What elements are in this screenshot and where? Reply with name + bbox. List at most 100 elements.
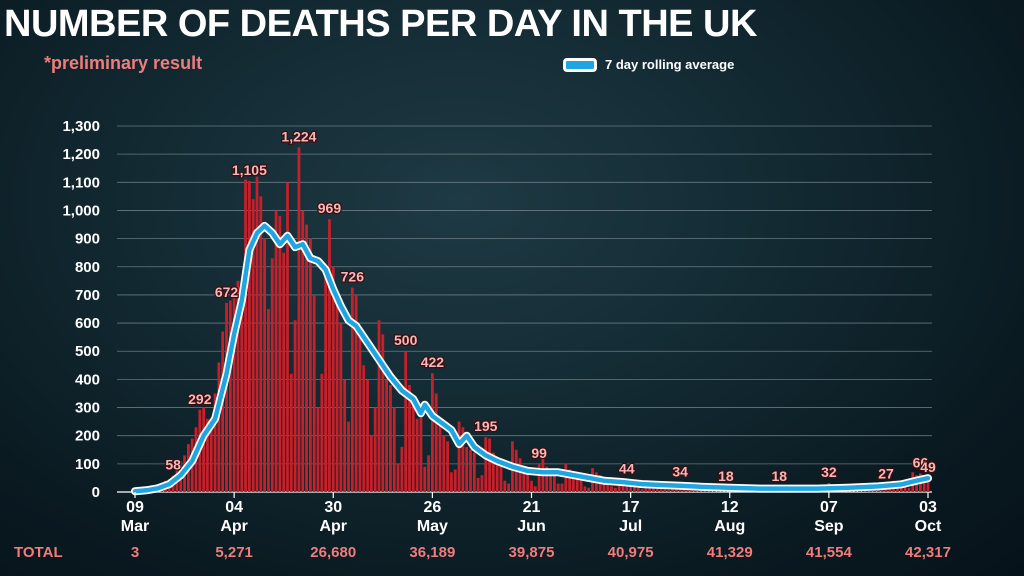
deaths-bar — [667, 489, 671, 492]
x-tick-month: Apr — [319, 518, 347, 535]
deaths-bar — [217, 362, 221, 492]
deaths-bar — [255, 176, 259, 492]
deaths-bar — [411, 399, 415, 492]
x-tick-day: 26 — [423, 499, 441, 516]
deaths-bar — [305, 224, 308, 493]
deaths-bar — [587, 487, 591, 492]
chart-legend: 7 day rolling average — [563, 57, 734, 72]
deaths-bar — [553, 469, 556, 492]
deaths-bar — [659, 486, 663, 492]
x-tick-month: Jul — [619, 518, 642, 535]
deaths-bar — [507, 483, 510, 492]
data-label: 18 — [772, 468, 788, 484]
deaths-bar — [240, 309, 244, 492]
deaths-bar — [335, 294, 339, 492]
data-label: 66 — [913, 454, 929, 470]
deaths-bar — [492, 452, 495, 492]
y-tick-label: 800 — [75, 259, 100, 276]
deaths-bar — [922, 475, 926, 492]
deaths-bar — [633, 483, 636, 492]
deaths-bar — [358, 337, 362, 492]
x-tick-month: May — [417, 518, 448, 535]
deaths-bar — [926, 478, 930, 492]
deaths-bar — [636, 487, 640, 492]
x-tick-month: Apr — [220, 518, 248, 535]
deaths-bar — [549, 472, 552, 492]
deaths-bar — [232, 294, 236, 492]
deaths-bar — [209, 430, 213, 492]
deaths-bar — [617, 480, 621, 492]
deaths-bar — [427, 455, 430, 492]
deaths-bar — [301, 210, 305, 492]
total-value: 36,189 — [409, 544, 455, 561]
data-label: 32 — [821, 464, 837, 480]
deaths-bar — [236, 280, 240, 492]
deaths-bar — [530, 480, 533, 492]
deaths-bar — [263, 238, 266, 492]
data-label: 49 — [920, 459, 936, 475]
deaths-bar — [533, 486, 537, 492]
y-tick-label: 300 — [75, 400, 100, 417]
deaths-bar — [461, 427, 465, 492]
data-label: 34 — [672, 463, 688, 479]
y-tick-label: 900 — [75, 231, 100, 248]
x-tick-month: Sep — [814, 518, 844, 535]
deaths-bar — [450, 472, 453, 492]
deaths-bar — [556, 483, 560, 492]
deaths-bar — [583, 486, 587, 492]
deaths-bar — [423, 466, 427, 492]
deaths-bar — [354, 294, 358, 492]
deaths-bar — [221, 331, 225, 492]
chart-subtitle: *preliminary result — [44, 53, 203, 73]
data-label: 27 — [878, 465, 894, 481]
deaths-bar — [690, 489, 693, 492]
data-label: 18 — [718, 468, 734, 484]
y-tick-label: 1,200 — [62, 146, 100, 163]
data-label: 969 — [318, 200, 342, 216]
data-label: 500 — [394, 332, 418, 348]
deaths-bar — [373, 407, 377, 492]
deaths-bar — [629, 483, 632, 492]
deaths-bar — [537, 464, 541, 492]
deaths-bar — [564, 463, 568, 492]
deaths-bar — [316, 407, 320, 492]
deaths-bar — [472, 452, 476, 492]
rolling-average-line — [132, 223, 931, 494]
deaths-bar — [270, 258, 274, 492]
deaths-bar — [480, 475, 484, 492]
data-label: 195 — [474, 418, 498, 434]
x-tick-month: Mar — [121, 518, 149, 535]
deaths-bar — [381, 334, 385, 492]
deaths-bar — [339, 323, 343, 492]
x-tick-day: 03 — [919, 499, 937, 516]
deaths-bar — [347, 421, 350, 492]
deaths-bar — [476, 477, 480, 492]
deaths-bar — [404, 351, 408, 492]
deaths-bar — [312, 294, 316, 492]
deaths-bar — [907, 487, 911, 492]
deaths-bar — [320, 373, 324, 492]
deaths-bar — [244, 179, 247, 492]
total-value: 40,975 — [608, 544, 654, 561]
deaths-bar — [453, 469, 457, 492]
deaths-bar — [225, 302, 228, 492]
x-tick-month: Aug — [714, 518, 745, 535]
deaths-bar — [419, 413, 423, 492]
deaths-bar — [309, 238, 312, 492]
deaths-bar — [579, 477, 583, 492]
deaths-bar — [431, 373, 434, 492]
chart-title: NUMBER OF DEATHS PER DAY IN THE UK — [4, 3, 757, 45]
data-label: 292 — [188, 391, 212, 407]
deaths-bar — [495, 458, 499, 492]
deaths-bar — [446, 441, 449, 492]
deaths-bar — [202, 407, 205, 492]
x-tick-day: 12 — [721, 499, 739, 516]
deaths-bar — [457, 421, 461, 492]
deaths-bar — [560, 483, 564, 492]
deaths-bar — [213, 393, 217, 492]
total-value: 26,680 — [310, 544, 356, 561]
deaths-bar — [259, 196, 263, 492]
data-label: 1,105 — [232, 162, 267, 178]
deaths-bar — [610, 486, 613, 492]
